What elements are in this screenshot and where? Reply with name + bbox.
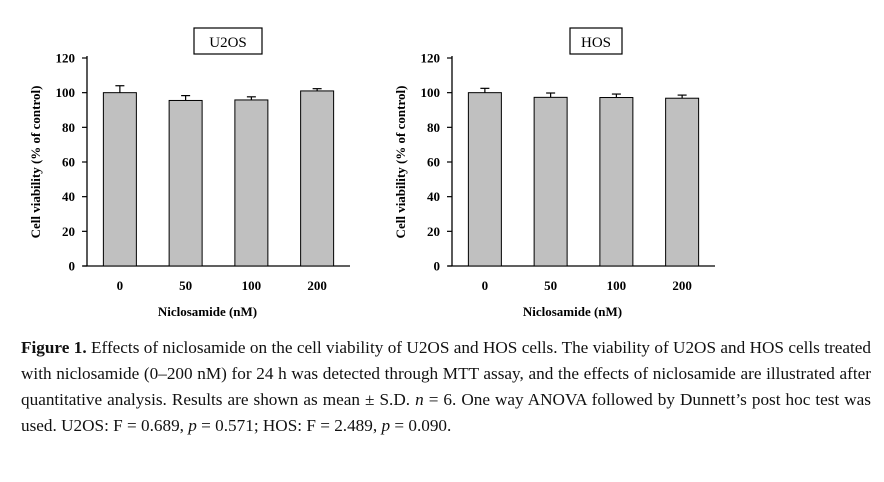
caption-label: Figure 1.	[21, 338, 87, 357]
panel-title-box	[193, 27, 263, 55]
y-tick-label: 60	[62, 155, 75, 170]
x-tick-label: 0	[482, 278, 489, 293]
y-tick-label: 80	[62, 120, 75, 135]
panel-title-box	[569, 27, 623, 55]
caption-text-2: = 6. One way ANOVA followed by Dunnett’s…	[21, 390, 871, 435]
y-tick-label: 120	[56, 51, 76, 66]
hos-panel: HOS 0 20 40 60 80 100 120 Cell viability (% of c…	[393, 27, 715, 319]
y-tick-label: 0	[434, 259, 441, 274]
caption-text-4: = 0.090.	[390, 416, 452, 435]
y-tick-label: 40	[62, 189, 75, 204]
bar	[168, 99, 203, 267]
x-tick-label: 0	[117, 278, 124, 293]
y-tick-label: 60	[427, 155, 440, 170]
bar	[533, 96, 568, 267]
y-tick-label: 0	[69, 259, 76, 274]
x-tick-label: 100	[607, 278, 627, 293]
y-tick-label: 40	[427, 189, 440, 204]
caption-p-symbol-2: p	[381, 416, 391, 435]
y-axis-title: Cell viability (% of control)	[393, 86, 408, 239]
caption-text-1: Effects of niclosamide on the cell viabi…	[21, 338, 872, 409]
bar	[102, 92, 137, 267]
figure-panels: U2OS 0 20 40 60 80 100 120 Cell viability (% of …	[28, 27, 715, 319]
y-tick-label: 100	[56, 85, 76, 100]
y-tick-label: 20	[427, 224, 440, 239]
bar	[665, 97, 700, 267]
bar	[234, 99, 269, 267]
caption-p-symbol-1: p	[188, 416, 197, 435]
u2os-panel: U2OS 0 20 40 60 80 100 120 Cell viability (% of …	[28, 27, 350, 319]
x-tick-label: 50	[544, 278, 557, 293]
x-axis-title: Niclosamide (nM)	[158, 304, 257, 319]
caption-text-3: = 0.571; HOS: F = 2.489,	[196, 416, 382, 435]
bar	[599, 97, 634, 267]
x-axis-title: Niclosamide (nM)	[523, 304, 622, 319]
bar	[467, 92, 502, 267]
y-tick-label: 100	[421, 85, 441, 100]
y-axis-title: Cell viability (% of control)	[28, 86, 43, 239]
panel-title: HOS	[581, 35, 611, 51]
x-tick-label: 200	[672, 278, 692, 293]
x-tick-label: 100	[242, 278, 262, 293]
caption-n-symbol: n	[415, 390, 424, 409]
x-tick-label: 200	[307, 278, 327, 293]
y-tick-label: 120	[421, 51, 441, 66]
y-tick-label: 80	[427, 120, 440, 135]
y-tick-label: 20	[62, 224, 75, 239]
panel-title: U2OS	[209, 35, 247, 51]
x-tick-label: 50	[179, 278, 192, 293]
bar	[300, 90, 335, 267]
figure-caption: Figure 1. Effects of niclosamide on the …	[21, 335, 871, 439]
